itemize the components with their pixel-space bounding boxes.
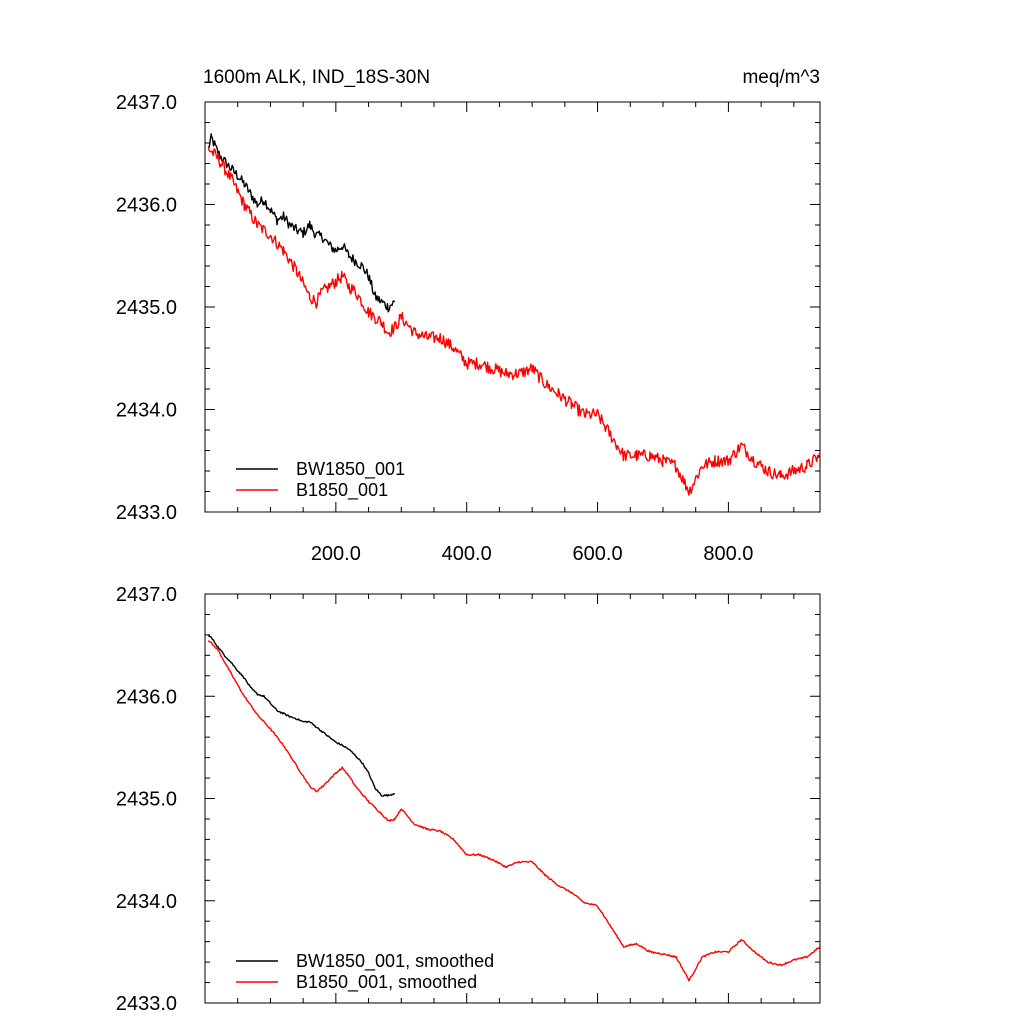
- y-tick-label: 2434.0: [116, 891, 177, 913]
- y-tick-label: 2435.0: [116, 789, 177, 811]
- x-tick-label: 200.0: [311, 543, 361, 565]
- x-tick-label: 600.0: [573, 543, 623, 565]
- top-panel: 1600m ALK, IND_18S-30N meq/m^3 2433.0243…: [116, 67, 821, 565]
- y-tick-label: 2437.0: [116, 92, 177, 114]
- legend-label-b1850-001-smoothed: B1850_001, smoothed: [296, 972, 477, 993]
- top-panel-legend: BW1850_001 B1850_001: [236, 459, 405, 501]
- bottom-panel: 2433.0 2434.0 2435.0 2436.0 2437.0 BW1850_00…: [116, 584, 821, 1015]
- y-tick-label: 2433.0: [116, 502, 177, 524]
- y-tick-label: 2436.0: [116, 686, 177, 708]
- plot-frame: [204, 101, 821, 513]
- bottom-panel-axes: 2433.0 2434.0 2435.0 2436.0 2437.0: [116, 584, 821, 1015]
- plot-frame: [204, 593, 821, 1004]
- top-panel-axes: 2433.0 2434.0 2435.0 2436.0 2437.0 200.0 400.0…: [116, 92, 821, 565]
- bottom-panel-series: [207, 634, 821, 982]
- y-tick-label: 2435.0: [116, 297, 177, 319]
- legend-label-bw1850-001: BW1850_001: [296, 459, 405, 480]
- series-line-bw1850-001-smoothed: [207, 634, 396, 797]
- y-tick-label: 2433.0: [116, 993, 177, 1015]
- series-line-bw1850-001: [207, 133, 396, 313]
- top-panel-series: [207, 133, 821, 496]
- x-tick-label: 800.0: [703, 543, 753, 565]
- series-line-b1850-001: [207, 147, 821, 496]
- y-tick-label: 2436.0: [116, 195, 177, 217]
- legend-label-b1850-001: B1850_001: [296, 480, 388, 501]
- x-tick-label: 400.0: [442, 543, 492, 565]
- top-panel-units: meq/m^3: [742, 67, 820, 88]
- legend-label-bw1850-001-smoothed: BW1850_001, smoothed: [296, 951, 494, 972]
- y-tick-label: 2437.0: [116, 584, 177, 606]
- bottom-panel-legend: BW1850_001, smoothed B1850_001, smoothed: [236, 951, 494, 993]
- y-tick-label: 2434.0: [116, 400, 177, 422]
- series-line-b1850-001-smoothed: [207, 640, 821, 982]
- top-panel-title: 1600m ALK, IND_18S-30N: [203, 67, 430, 88]
